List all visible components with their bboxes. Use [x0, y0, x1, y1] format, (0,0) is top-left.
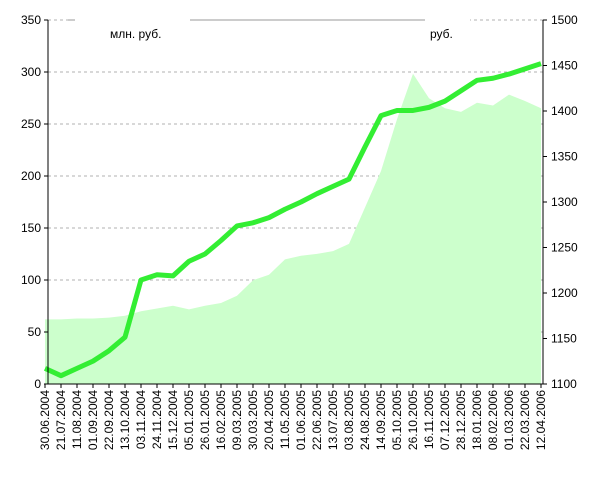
- y2-tick-label: 1150: [551, 332, 577, 346]
- x-tick-label: 13.07.2005: [326, 390, 340, 450]
- y2-tick-label: 1200: [551, 286, 578, 300]
- y2-tick-label: 1300: [551, 195, 578, 209]
- x-tick-label: 16.11.2005: [422, 390, 436, 449]
- x-tick-label: 22.09.2004: [102, 390, 116, 450]
- x-tick-label: 01.06.2005: [294, 390, 308, 450]
- x-tick-label: 24.11.2004: [150, 390, 164, 449]
- x-tick-label: 18.01.2006: [470, 390, 484, 450]
- x-tick-label: 15.12.2004: [166, 390, 180, 450]
- x-tick-label: 26.10.2005: [406, 390, 420, 450]
- y2-axis-label: руб.: [430, 27, 453, 41]
- label-bg: [425, 12, 470, 28]
- y-tick-label: 350: [21, 13, 41, 27]
- y-axis-label: млн. руб.: [110, 27, 161, 41]
- x-tick-label: 11.08.2004: [70, 390, 84, 449]
- x-tick-label: 22.06.2005: [310, 390, 324, 450]
- area: [45, 73, 541, 384]
- x-tick-label: 30.06.2004: [38, 390, 52, 450]
- y2-tick-label: 1100: [551, 377, 577, 391]
- y-tick-label: 300: [21, 65, 41, 79]
- x-tick-label: 03.11.2004: [134, 390, 148, 449]
- x-tick-label: 01.03.2006: [502, 390, 516, 450]
- y-tick-label: 250: [21, 117, 41, 131]
- x-tick-label: 26.01.2005: [198, 390, 212, 450]
- line: [43, 61, 542, 379]
- y-tick-label: 50: [28, 325, 42, 339]
- x-tick-label: 09.03.2005: [230, 390, 244, 450]
- y2-tick-label: 1250: [551, 241, 578, 255]
- y-tick-label: 0: [34, 377, 41, 391]
- x-tick-label: 21.07.2004: [54, 390, 68, 450]
- y2-tick-label: 1450: [551, 59, 578, 73]
- y2-tick-label: 1500: [551, 13, 578, 27]
- x-tick-label: 14.09.2005: [374, 390, 388, 450]
- x-tick-label: 03.08.2005: [342, 390, 356, 450]
- x-tick-label: 24.08.2005: [358, 390, 372, 450]
- x-tick-label: 12.04.2006: [534, 390, 548, 450]
- x-tick-label: 16.02.2005: [214, 390, 228, 450]
- label-bg: [75, 12, 190, 28]
- x-tick-label: 20.04.2005: [262, 390, 276, 450]
- x-tick-label: 05.10.2005: [390, 390, 404, 450]
- x-tick-label: 07.12.2005: [438, 390, 452, 450]
- x-tick-label: 28.12.2005: [454, 390, 468, 450]
- y-tick-label: 200: [21, 169, 41, 183]
- x-tick-label: 01.09.2004: [86, 390, 100, 450]
- x-tick-label: 08.02.2006: [486, 390, 500, 450]
- y2-tick-label: 1400: [551, 104, 578, 118]
- y2-tick-label: 1350: [551, 150, 578, 164]
- x-tick-label: 05.01.2005: [182, 390, 196, 450]
- x-tick-label: 13.10.2004: [118, 390, 132, 450]
- x-tick-label: 30.03.2005: [246, 390, 260, 450]
- x-tick-label: 11.05.2005: [278, 390, 292, 449]
- x-tick-label: 22.03.2006: [518, 390, 532, 450]
- y-tick-label: 150: [21, 221, 41, 235]
- y-tick-label: 100: [21, 273, 41, 287]
